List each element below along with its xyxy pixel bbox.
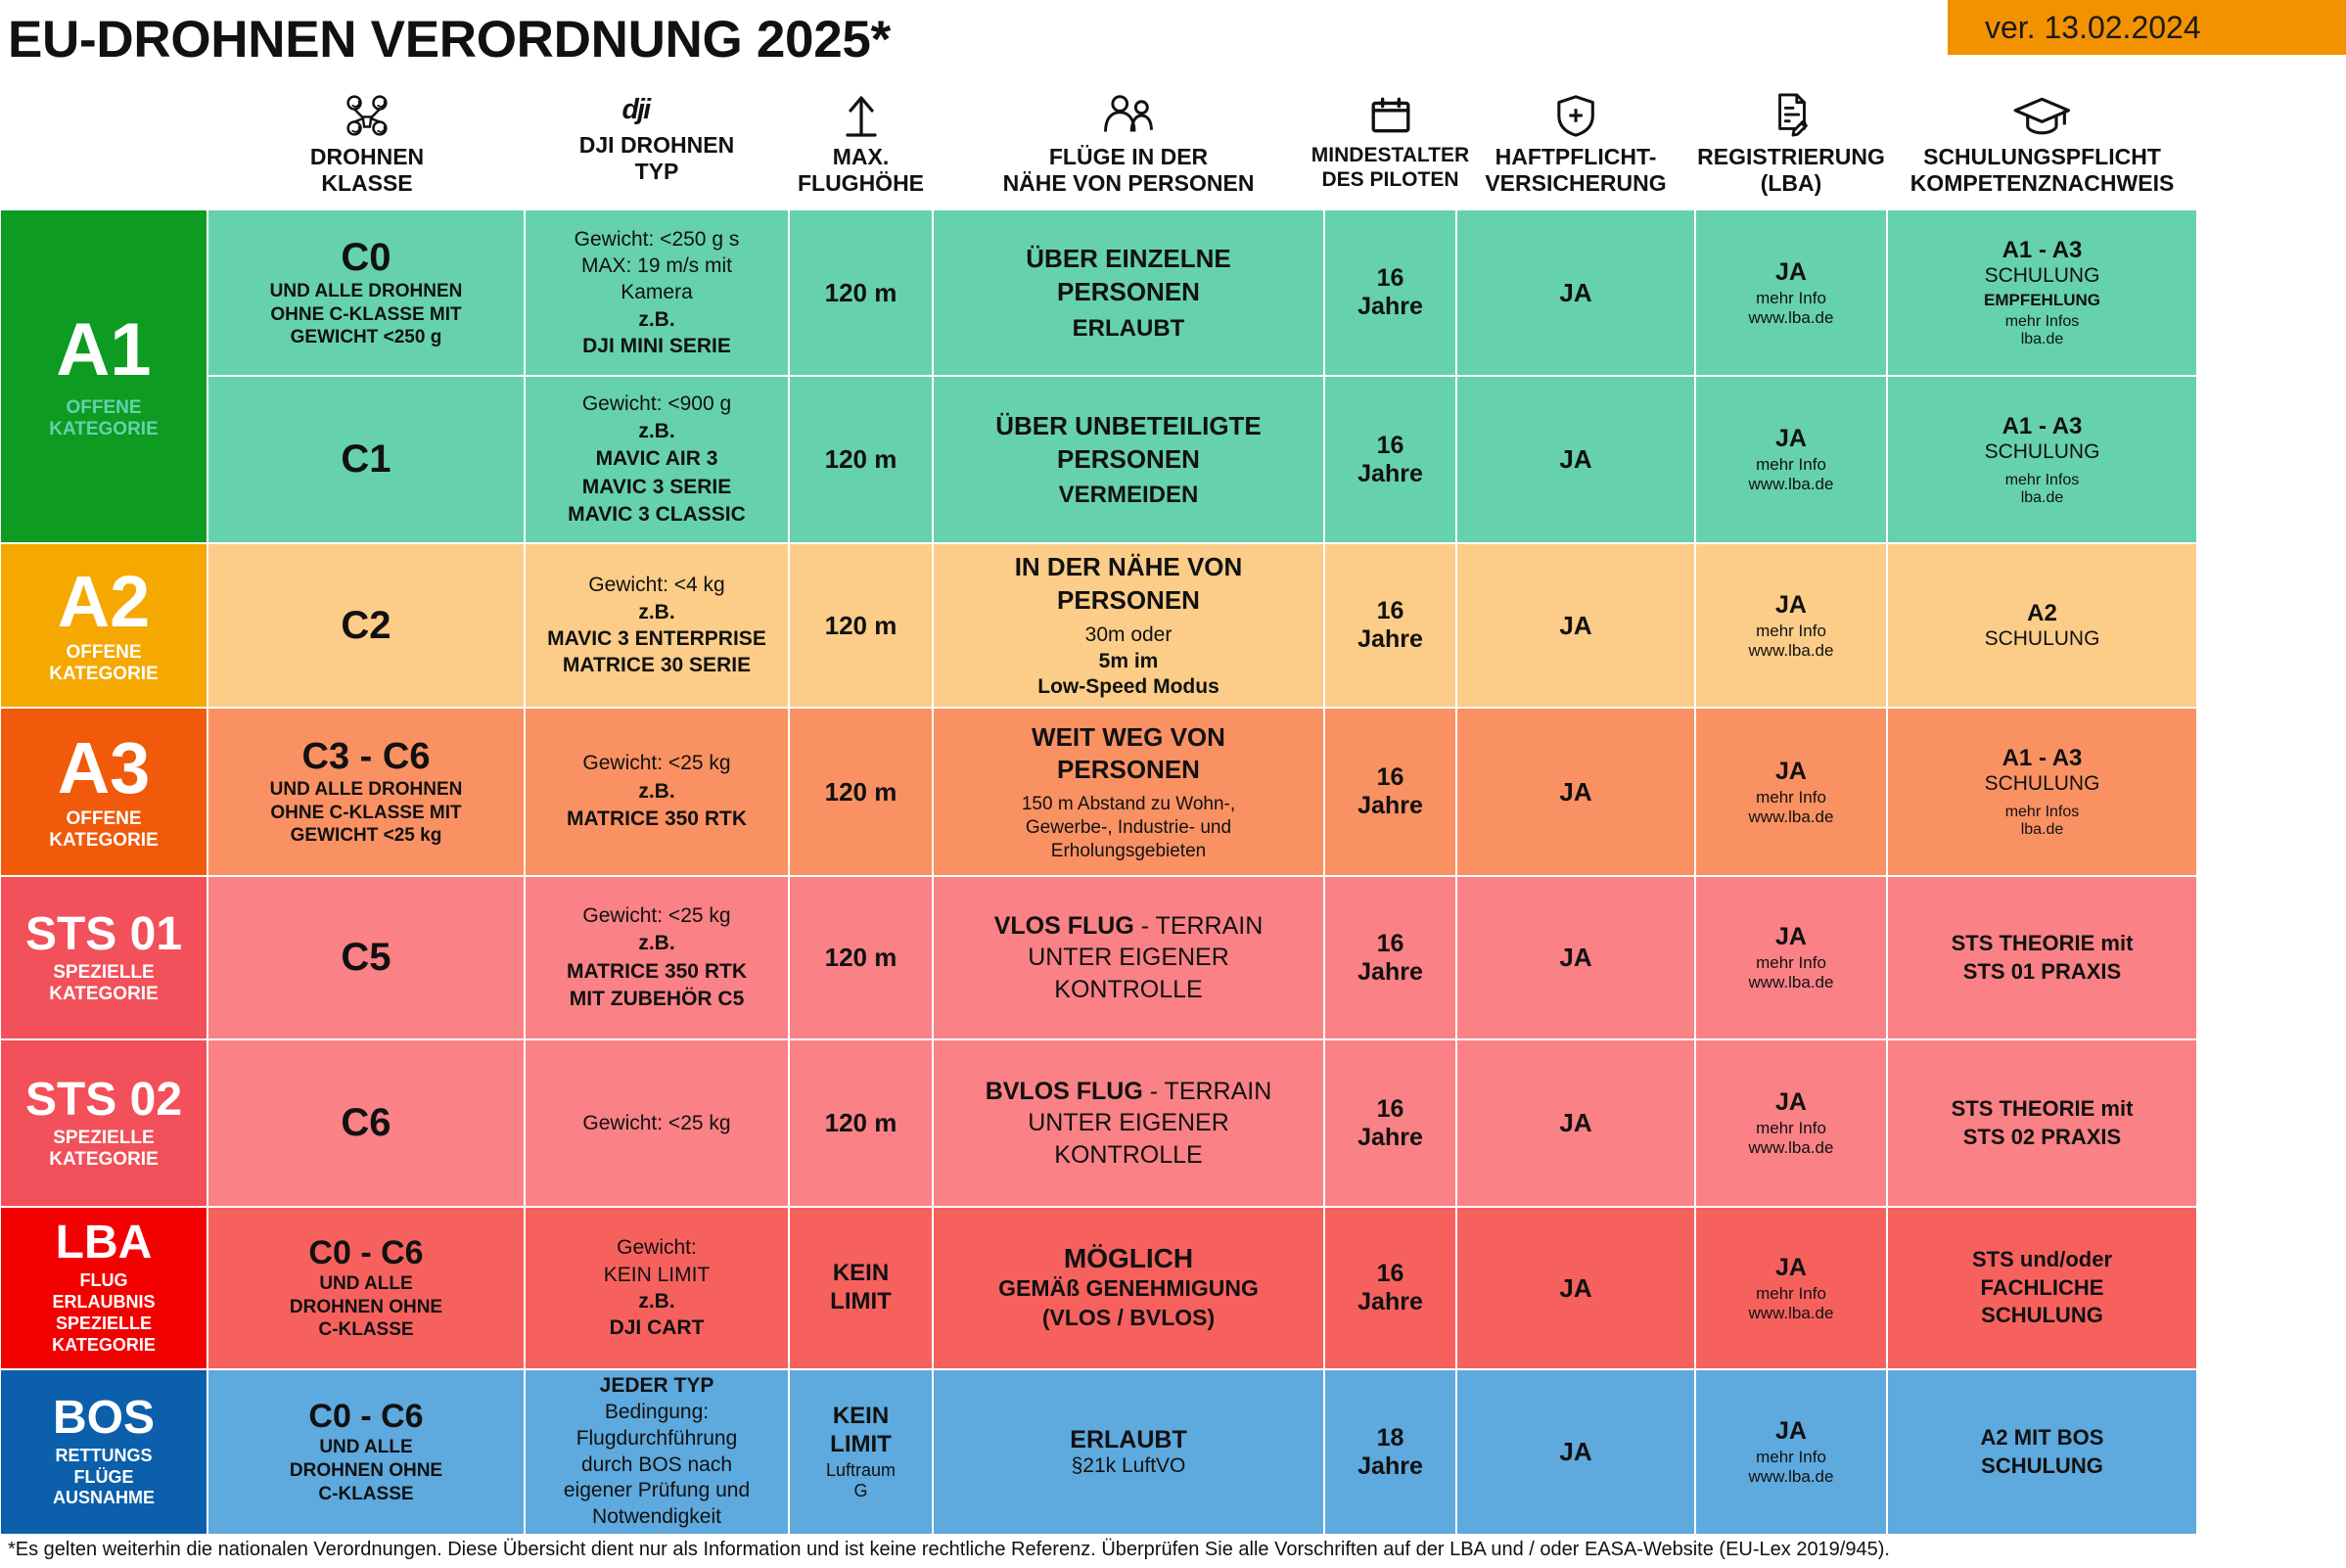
svg-text:dji: dji: [622, 94, 653, 125]
